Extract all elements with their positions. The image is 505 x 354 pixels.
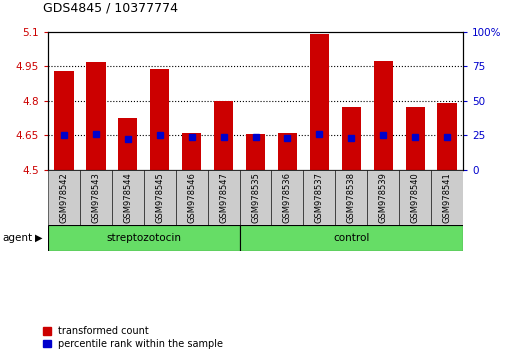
Bar bbox=[48, 170, 80, 225]
Bar bbox=[367, 170, 398, 225]
Bar bbox=[239, 170, 271, 225]
Text: GSM978547: GSM978547 bbox=[219, 172, 228, 223]
Text: GSM978541: GSM978541 bbox=[442, 172, 450, 223]
Text: GSM978545: GSM978545 bbox=[155, 172, 164, 223]
Text: GSM978542: GSM978542 bbox=[60, 172, 68, 223]
Bar bbox=[207, 170, 239, 225]
Bar bbox=[373, 61, 392, 170]
Text: control: control bbox=[332, 233, 369, 243]
Bar bbox=[112, 170, 143, 225]
Text: GSM978537: GSM978537 bbox=[314, 172, 323, 223]
Bar bbox=[405, 107, 424, 170]
Bar bbox=[150, 69, 169, 170]
Bar bbox=[335, 170, 367, 225]
Text: GSM978536: GSM978536 bbox=[282, 172, 291, 223]
Bar bbox=[398, 170, 430, 225]
Bar bbox=[214, 101, 233, 170]
Bar bbox=[80, 170, 112, 225]
Bar bbox=[143, 170, 175, 225]
Text: streptozotocin: streptozotocin bbox=[106, 233, 181, 243]
Bar bbox=[309, 34, 328, 170]
Text: GDS4845 / 10377774: GDS4845 / 10377774 bbox=[43, 1, 178, 14]
Text: GSM978546: GSM978546 bbox=[187, 172, 196, 223]
Bar bbox=[245, 134, 265, 170]
Bar bbox=[239, 225, 462, 251]
Bar bbox=[175, 170, 207, 225]
Bar bbox=[303, 170, 335, 225]
Bar bbox=[182, 133, 201, 170]
Text: GSM978543: GSM978543 bbox=[91, 172, 100, 223]
Text: GSM978544: GSM978544 bbox=[123, 172, 132, 223]
Bar bbox=[341, 107, 360, 170]
Legend: transformed count, percentile rank within the sample: transformed count, percentile rank withi… bbox=[43, 326, 223, 349]
Bar bbox=[277, 133, 296, 170]
Text: agent: agent bbox=[3, 233, 33, 243]
Bar bbox=[118, 118, 137, 170]
Bar bbox=[437, 103, 456, 170]
Text: GSM978538: GSM978538 bbox=[346, 172, 355, 223]
Bar bbox=[86, 62, 106, 170]
Bar bbox=[430, 170, 462, 225]
Text: ▶: ▶ bbox=[35, 233, 43, 243]
Text: GSM978540: GSM978540 bbox=[410, 172, 419, 223]
Bar bbox=[271, 170, 303, 225]
Text: GSM978535: GSM978535 bbox=[250, 172, 260, 223]
Bar bbox=[55, 71, 73, 170]
Text: GSM978539: GSM978539 bbox=[378, 172, 387, 223]
Bar bbox=[48, 225, 239, 251]
